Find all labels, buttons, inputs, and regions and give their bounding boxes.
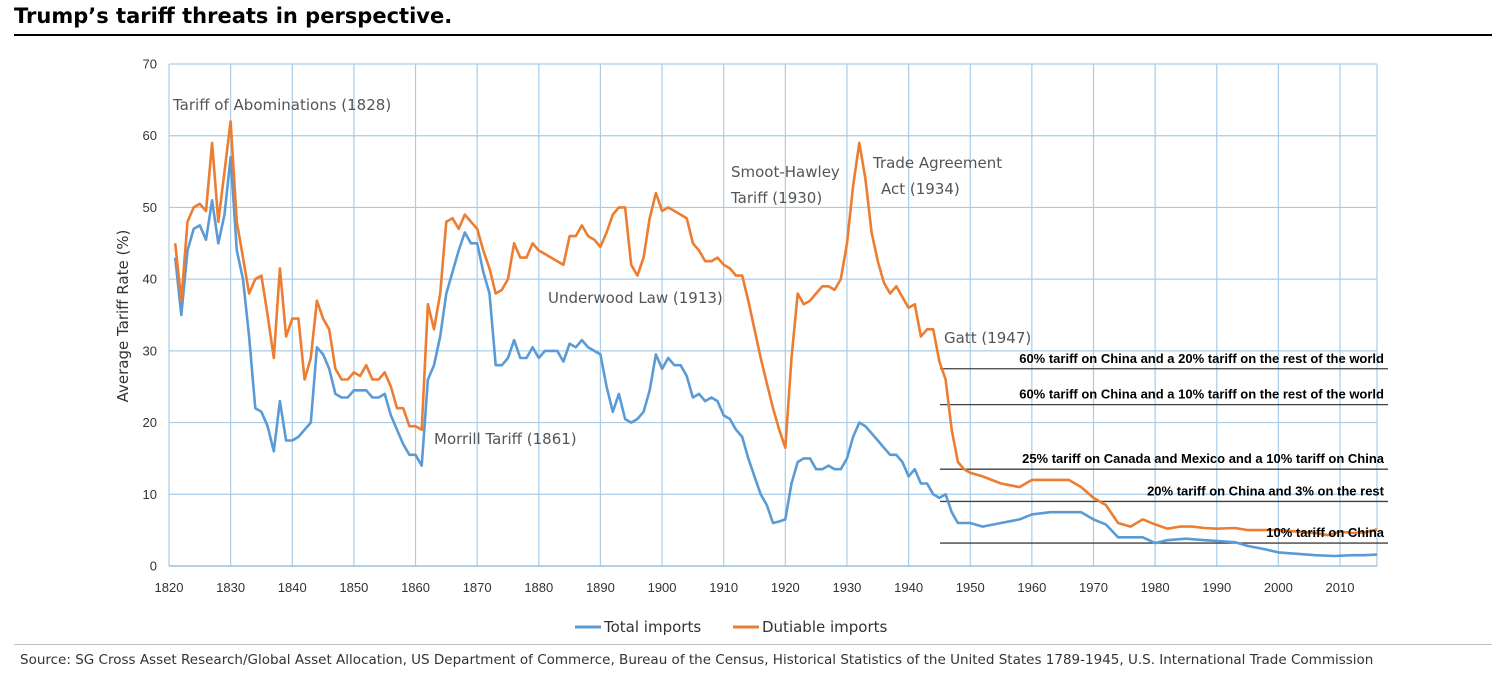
y-tick-label: 50 [143, 200, 157, 215]
chart-legend: Total imports Dutiable imports [575, 618, 888, 636]
annotation-label: Trade Agreement [872, 154, 1002, 172]
y-axis-label: Average Tariff Rate (%) [114, 230, 132, 403]
scenario-label: 20% tariff on China and 3% on the rest [1147, 483, 1385, 498]
y-tick-label: 10 [143, 487, 157, 502]
x-tick-label: 1990 [1202, 580, 1231, 595]
x-tick-label: 2010 [1326, 580, 1355, 595]
scenario-label: 10% tariff on China [1266, 525, 1385, 540]
scenario-label: 60% tariff on China and a 20% tariff on … [1019, 351, 1384, 366]
page-title: Trump’s tariff threats in perspective. [14, 4, 453, 28]
series-line-dutiable-imports [173, 120, 1378, 537]
scenario-label: 60% tariff on China and a 10% tariff on … [1019, 387, 1384, 402]
scenario-lines [940, 368, 1388, 544]
x-tick-label: 1930 [832, 580, 861, 595]
y-tick-label: 30 [143, 343, 157, 358]
annotation-label: Tariff (1930) [730, 189, 822, 207]
y-tick-label: 0 [150, 559, 157, 574]
series-line-total-imports [173, 155, 1378, 558]
x-tick-label: 1960 [1017, 580, 1046, 595]
series-lines [173, 120, 1378, 558]
scenario-label: 25% tariff on Canada and Mexico and a 10… [1022, 451, 1385, 466]
x-tick-label: 1890 [586, 580, 615, 595]
y-tick-label: 60 [143, 128, 157, 143]
x-tick-labels: 1820 1830 1840 1850 1860 1870 1880 1890 1900 1910… [155, 580, 1355, 595]
x-tick-label: 1970 [1079, 580, 1108, 595]
y-tick-label: 40 [143, 272, 157, 287]
x-tick-label: 1880 [524, 580, 553, 595]
annotation-label: Act (1934) [881, 180, 960, 198]
legend-label: Dutiable imports [762, 618, 888, 636]
x-tick-label: 1870 [463, 580, 492, 595]
x-tick-label: 1820 [155, 580, 184, 595]
annotation-label: Underwood Law (1913) [548, 289, 723, 307]
source-note: Source: SG Cross Asset Research/Global A… [20, 652, 1374, 668]
title-rule [14, 34, 1492, 36]
x-tick-label: 1940 [894, 580, 923, 595]
annotation-label: Smoot-Hawley [731, 163, 840, 181]
chart-annotations: Tariff of Abominations (1828) Morrill Tar… [172, 96, 1031, 448]
y-tick-labels: 0 10 20 30 40 50 60 70 [143, 57, 157, 574]
x-tick-label: 1860 [401, 580, 430, 595]
source-rule [14, 644, 1492, 645]
x-tick-label: 2000 [1264, 580, 1293, 595]
x-tick-label: 1950 [956, 580, 985, 595]
chart-grid [168, 63, 1378, 567]
x-tick-label: 1840 [278, 580, 307, 595]
y-tick-label: 70 [143, 57, 157, 72]
x-tick-label: 1850 [339, 580, 368, 595]
x-tick-label: 1900 [648, 580, 677, 595]
x-tick-label: 1920 [771, 580, 800, 595]
annotation-label: Morrill Tariff (1861) [434, 430, 577, 448]
x-tick-label: 1910 [709, 580, 738, 595]
y-tick-label: 20 [143, 415, 157, 430]
x-tick-label: 1830 [216, 580, 245, 595]
legend-label: Total imports [603, 618, 701, 636]
scenario-labels: 60% tariff on China and a 20% tariff on … [1019, 351, 1385, 540]
annotation-label: Tariff of Abominations (1828) [172, 96, 391, 114]
annotation-label: Gatt (1947) [944, 329, 1031, 347]
x-tick-label: 1980 [1141, 580, 1170, 595]
